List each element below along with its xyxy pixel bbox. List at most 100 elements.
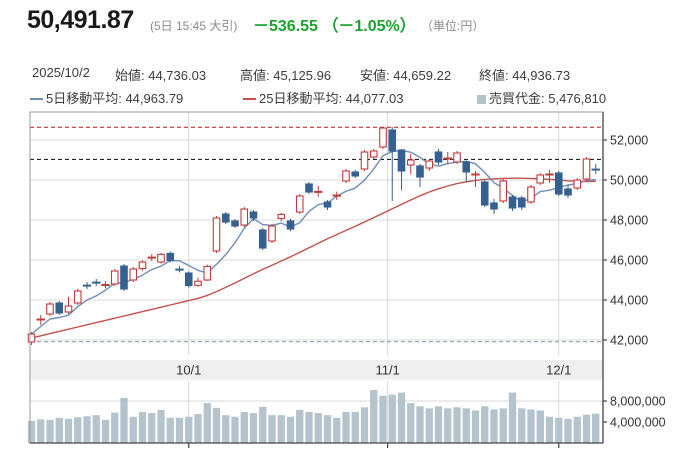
candle: [175, 266, 184, 273]
candle: [46, 302, 54, 316]
quote-high: 高値: 45,125.96: [240, 68, 332, 83]
volume-bar: [55, 417, 63, 443]
legend-ma25: 25日移動平均: 44,077.03: [243, 88, 404, 107]
legend-ma5-label: 5日移動平均: 44,963.79: [46, 91, 184, 106]
month-gridlines: [188, 112, 560, 448]
candle: [527, 185, 535, 204]
y-axis-tick-label: 50,000: [610, 174, 648, 188]
candle: [564, 185, 572, 198]
candle: [277, 213, 286, 221]
volume-bar: [564, 418, 572, 443]
candle: [249, 210, 258, 221]
unit-note: （単位:円）: [421, 19, 485, 33]
candle: [369, 149, 378, 159]
volume-bar: [499, 408, 507, 443]
volume-bar: [527, 409, 535, 443]
candle: [554, 171, 563, 196]
volume-bar: [471, 410, 480, 443]
y-axis-labels: 52,000 50,000 48,000 46,000 44,000 42,000: [603, 134, 648, 348]
volume-bar: [305, 412, 313, 443]
volume-bar: [555, 417, 563, 443]
volume-bar: [74, 417, 82, 443]
ma5-swatch: [30, 98, 43, 100]
candle: [295, 194, 304, 214]
candle: [573, 178, 582, 190]
volume-bar: [370, 389, 378, 443]
volume-bar: [129, 416, 137, 443]
volume-bar: [240, 412, 248, 443]
candle: [231, 219, 239, 228]
candle: [490, 199, 498, 214]
quote-close: 終値: 44,936.73: [479, 68, 571, 83]
volume-bar: [314, 413, 322, 443]
candle: [82, 282, 92, 289]
candle: [157, 253, 165, 264]
candle: [388, 127, 397, 201]
candle: [194, 277, 202, 287]
volume-bar: [434, 406, 443, 443]
volume-bar: [286, 416, 295, 443]
volume-bar: [462, 408, 470, 443]
candle: [64, 297, 73, 314]
month-band: 10/1 11/1 12/1: [30, 360, 603, 380]
volume-bar: [194, 414, 202, 443]
legend-volume-label: 売買代金: 5,476,810: [489, 91, 607, 106]
volume-bar: [573, 416, 581, 443]
ma25-line: [31, 177, 596, 339]
volume-bar: [592, 413, 600, 443]
candle: [517, 196, 526, 210]
candle: [120, 264, 128, 291]
candle: [166, 251, 175, 263]
y-axis-tick-label: 48,000: [610, 214, 648, 228]
candle: [110, 269, 119, 286]
volume-bar: [259, 406, 267, 443]
volume-bar: [148, 413, 156, 443]
volume-bars-layer: [27, 389, 600, 443]
session-info: (5日 15:45 大引): [150, 19, 238, 33]
quote-date: 2025/10/2: [32, 65, 90, 80]
volume-bar: [333, 417, 341, 443]
candle: [129, 267, 138, 282]
volume-bar: [222, 415, 230, 443]
candle: [582, 157, 591, 181]
candle: [545, 170, 554, 183]
volume-bar: [83, 416, 91, 443]
volume-bar: [185, 416, 193, 443]
volume-bar: [545, 416, 554, 443]
candle: [184, 271, 193, 288]
volume-bar: [296, 409, 304, 443]
volume-bar: [342, 412, 350, 443]
price-change: －536.55 （－1.05%）: [253, 18, 416, 35]
volume-bar: [425, 408, 433, 443]
candle: [416, 164, 424, 187]
reference-lines: [30, 126, 603, 343]
volume-bar: [360, 407, 369, 443]
candle: [536, 173, 545, 185]
y-axis-tick-label: 42,000: [610, 334, 648, 348]
volume-bar: [536, 410, 544, 443]
candle: [406, 154, 415, 174]
candle: [425, 159, 434, 171]
y-axis-tick-label: 46,000: [610, 254, 648, 268]
volume-bar: [166, 417, 174, 443]
month-label: 10/1: [176, 363, 201, 378]
candle: [73, 289, 82, 305]
month-label: 12/1: [546, 363, 571, 378]
volume-bar: [416, 406, 424, 443]
ma25-swatch: [243, 98, 256, 100]
volume-bar: [120, 397, 128, 443]
volume-bar: [351, 412, 359, 443]
volume-bar: [277, 415, 285, 443]
volume-bar: [101, 419, 110, 443]
candle: [212, 216, 221, 253]
legend-ma25-label: 25日移動平均: 44,077.03: [259, 91, 404, 106]
volume-bar: [481, 406, 489, 443]
volume-bar: [508, 392, 517, 443]
candle: [240, 207, 249, 227]
candle: [286, 219, 295, 231]
volume-bar: [388, 394, 396, 443]
candle: [101, 281, 110, 289]
candle: [453, 151, 461, 164]
